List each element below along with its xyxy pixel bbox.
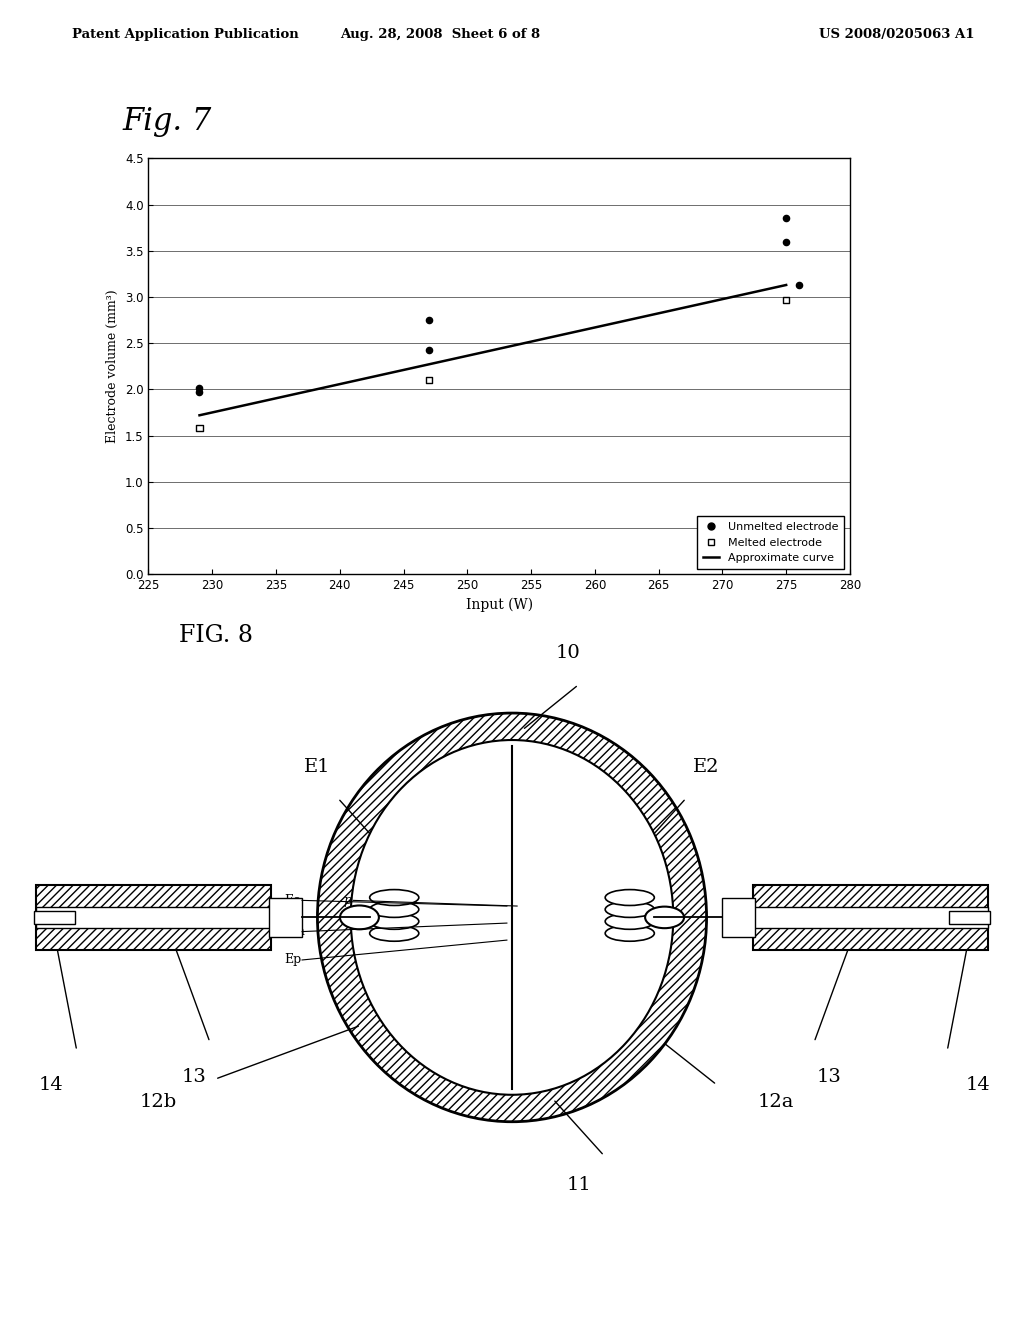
Text: 14: 14 [39,1076,63,1094]
Ellipse shape [605,913,654,929]
Unmelted electrode [191,381,208,403]
Unmelted electrode [791,275,807,296]
Ellipse shape [370,913,419,929]
Ellipse shape [605,902,654,917]
Text: Patent Application Publication: Patent Application Publication [72,28,298,41]
Text: Ep: Ep [285,953,302,966]
Unmelted electrode [421,339,437,360]
Text: 13: 13 [182,1068,207,1086]
Y-axis label: Electrode volume (mm³): Electrode volume (mm³) [106,289,120,444]
Text: 10: 10 [556,644,581,663]
Ellipse shape [605,890,654,906]
Text: Aug. 28, 2008  Sheet 6 of 8: Aug. 28, 2008 Sheet 6 of 8 [340,28,541,41]
Melted electrode [421,370,437,391]
Bar [722,898,755,937]
Bar [949,911,990,924]
Bar [732,907,988,928]
Bar [36,884,271,950]
Ellipse shape [370,890,419,906]
Text: US 2008/0205063 A1: US 2008/0205063 A1 [819,28,975,41]
Bar [753,884,988,950]
Unmelted electrode [421,310,437,331]
Unmelted electrode [778,207,795,230]
Text: Fig. 7: Fig. 7 [123,106,212,136]
Melted electrode [191,417,208,438]
Ellipse shape [605,925,654,941]
Unmelted electrode [191,378,208,399]
Text: 11: 11 [566,1176,591,1193]
Bar [36,884,271,950]
Text: 14: 14 [966,1076,990,1094]
Melted electrode [778,289,795,310]
Bar [34,911,75,924]
Ellipse shape [340,906,379,929]
Text: p: p [343,894,351,907]
Text: 13: 13 [817,1068,842,1086]
Ellipse shape [370,902,419,917]
X-axis label: Input (W): Input (W) [466,598,532,612]
Text: E1: E1 [304,758,331,776]
Bar [753,884,988,950]
Unmelted electrode [778,231,795,252]
Ellipse shape [350,741,674,1094]
Text: E2: E2 [693,758,720,776]
Text: 12a: 12a [758,1093,795,1111]
Text: 12b: 12b [140,1093,177,1111]
Ellipse shape [370,925,419,941]
Text: Em: Em [285,925,305,939]
Bar [269,898,302,937]
Legend: Unmelted electrode, Melted electrode, Approximate curve: Unmelted electrode, Melted electrode, Ap… [697,516,845,569]
Text: Ec: Ec [285,894,301,907]
Ellipse shape [645,907,684,928]
Bar [36,907,292,928]
Text: FIG. 8: FIG. 8 [179,624,253,647]
